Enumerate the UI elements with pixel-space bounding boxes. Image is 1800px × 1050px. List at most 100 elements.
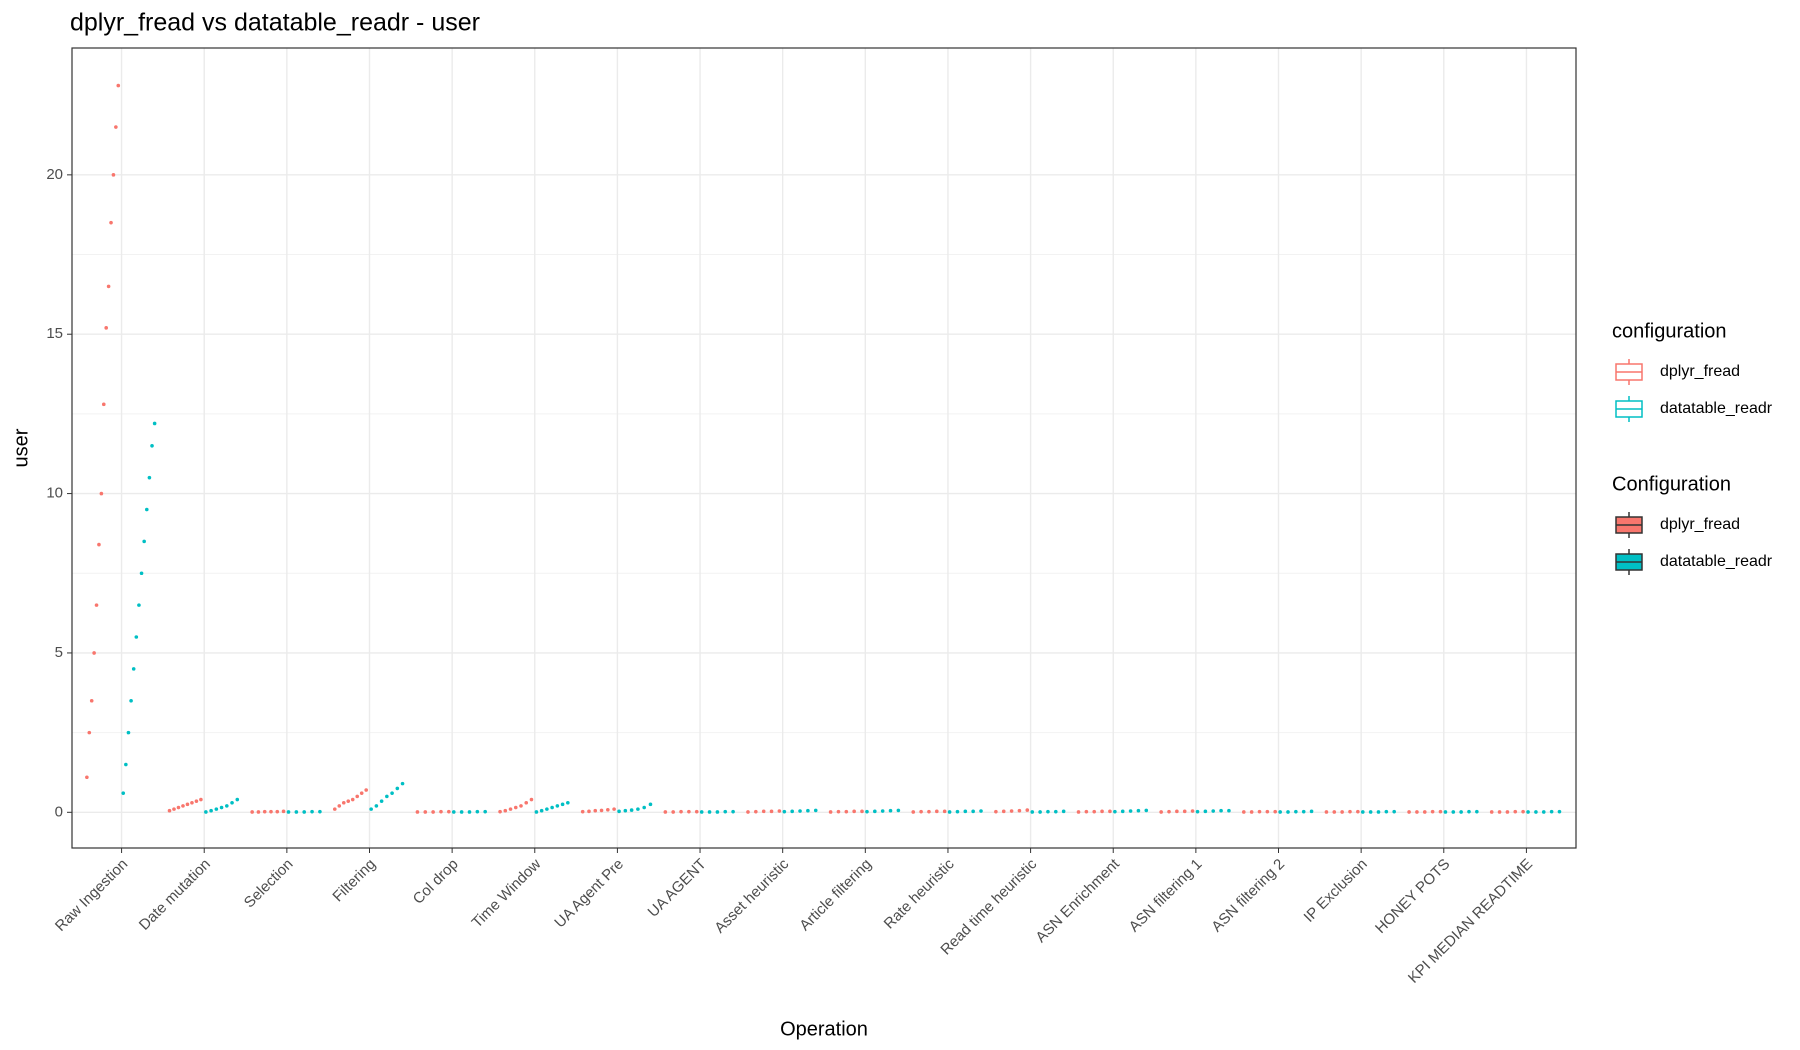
data-point (1038, 810, 1042, 814)
data-point (852, 809, 856, 814)
data-point (1438, 809, 1443, 814)
data-point (139, 571, 144, 576)
data-point (612, 807, 616, 811)
data-point (190, 800, 194, 805)
legend-label: dplyr_fread (1660, 363, 1740, 380)
data-point (1301, 809, 1306, 814)
data-point (1265, 809, 1270, 814)
data-point (439, 809, 443, 814)
data-point (769, 809, 774, 814)
data-point (134, 635, 139, 639)
data-point (181, 804, 185, 808)
data-point (550, 805, 554, 810)
data-point (459, 810, 464, 814)
data-point (1257, 809, 1262, 814)
y-tick-label: 5 (55, 644, 63, 661)
data-point (1497, 810, 1502, 814)
data-point (1113, 809, 1117, 814)
data-point (121, 791, 126, 795)
data-point (364, 788, 368, 792)
data-point (451, 810, 456, 814)
data-point (1009, 809, 1014, 813)
data-point (955, 809, 960, 814)
data-point (1549, 809, 1554, 814)
data-point (1415, 810, 1419, 814)
data-point (513, 805, 518, 810)
data-point (1368, 810, 1373, 814)
data-point (1376, 810, 1381, 814)
data-point (167, 808, 172, 813)
data-point (754, 809, 758, 814)
data-point (369, 807, 373, 811)
data-point (1294, 809, 1298, 814)
data-point (731, 809, 735, 814)
data-point (92, 651, 96, 655)
data-point (1100, 809, 1104, 814)
y-axis-title: user (10, 428, 32, 467)
data-point (761, 809, 766, 814)
data-point (860, 809, 864, 814)
data-point (483, 809, 487, 814)
data-point (390, 791, 394, 795)
data-point (116, 83, 121, 88)
data-point (935, 809, 939, 814)
data-point (204, 810, 208, 814)
data-point (124, 762, 128, 767)
data-point (606, 807, 610, 812)
data-point (225, 804, 229, 808)
data-point (250, 810, 254, 814)
data-point (219, 805, 224, 810)
data-point (152, 421, 157, 426)
data-point (142, 539, 146, 544)
data-point (623, 808, 628, 813)
data-point (150, 443, 154, 448)
data-point (1084, 809, 1089, 814)
data-point (144, 507, 149, 512)
data-point (302, 810, 307, 814)
data-point (1175, 809, 1179, 814)
data-point (715, 810, 720, 814)
data-point (1190, 809, 1195, 813)
data-point (269, 809, 273, 814)
data-point (1120, 809, 1125, 814)
data-point (1534, 810, 1538, 814)
data-point (519, 804, 523, 808)
legend-label: datatable_readr (1660, 400, 1773, 417)
data-point (1017, 808, 1022, 813)
data-point (1030, 810, 1035, 814)
data-point (1273, 809, 1277, 814)
data-point (235, 797, 240, 802)
data-point (971, 809, 975, 814)
data-point (1076, 810, 1081, 814)
data-point (400, 781, 405, 786)
legend-title: Configuration (1612, 473, 1731, 495)
data-point (813, 808, 818, 813)
data-point (1195, 809, 1200, 814)
data-point (104, 326, 108, 330)
data-point (707, 810, 712, 814)
data-point (836, 809, 841, 814)
data-point (1467, 809, 1471, 814)
data-point (209, 808, 213, 813)
data-point (828, 810, 833, 814)
data-point (896, 808, 901, 813)
data-point (1182, 809, 1187, 814)
data-point (1128, 809, 1133, 813)
data-point (1407, 810, 1411, 814)
x-axis-title: Operation (780, 1018, 868, 1040)
data-point (423, 810, 428, 814)
data-point (599, 808, 604, 813)
data-point (194, 799, 199, 803)
data-point (1475, 809, 1479, 814)
data-point (101, 402, 106, 407)
data-point (97, 542, 101, 547)
data-point (508, 807, 513, 811)
data-point (415, 810, 420, 814)
data-point (310, 809, 314, 814)
data-point (262, 809, 267, 814)
data-point (147, 475, 152, 480)
data-point (687, 809, 691, 814)
data-point (89, 698, 94, 703)
data-point (1526, 810, 1530, 814)
